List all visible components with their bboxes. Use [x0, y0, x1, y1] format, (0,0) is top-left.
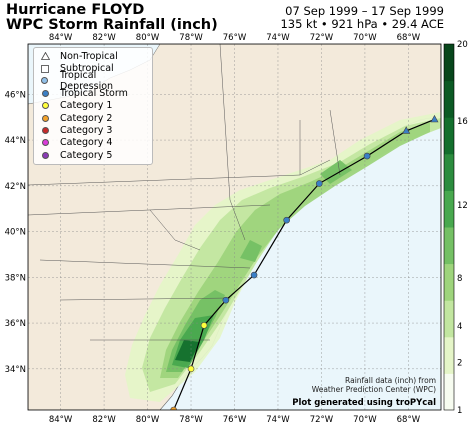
lat-tick: 46°N — [5, 90, 26, 100]
legend-label: Category 1 — [60, 100, 113, 112]
colorbar-tick: 12 — [457, 201, 468, 211]
circle-icon — [38, 101, 52, 111]
lon-tick-bottom: 68°W — [397, 415, 421, 425]
storm-info: 07 Sep 1999 – 17 Sep 1999 135 kt • 921 h… — [280, 5, 444, 31]
storm-stats: 135 kt • 921 hPa • 29.4 ACE — [280, 17, 444, 31]
track-point — [315, 180, 323, 187]
legend-item: Category 3 — [38, 124, 152, 136]
track-point — [170, 406, 177, 410]
triangle-icon — [38, 51, 52, 61]
colorbar-segment — [444, 44, 454, 82]
storm-track — [173, 118, 435, 410]
legend-label: Category 4 — [60, 137, 113, 149]
colorbar-tick: 8 — [457, 274, 462, 284]
credit-line-2: Weather Prediction Center (WPC) — [311, 385, 436, 394]
colorbar-segment — [444, 373, 454, 411]
colorbar-tick: 4 — [457, 322, 462, 332]
title-line-1: Hurricane FLOYD — [6, 2, 145, 18]
colorbar-segment — [444, 300, 454, 338]
lon-tick-top: 84°W — [49, 33, 73, 43]
legend-item: Category 2 — [38, 112, 152, 124]
lon-tick-top: 70°W — [353, 33, 377, 43]
circle-icon — [38, 150, 52, 160]
colorbar-frame — [443, 43, 455, 411]
lat-tick: 40°N — [5, 228, 26, 238]
lon-tick-bottom: 78°W — [179, 415, 203, 425]
colorbar-segment — [444, 227, 454, 265]
lat-tick: 42°N — [5, 182, 26, 192]
legend-item: Tropical Storm — [38, 87, 152, 99]
colorbar-segment — [444, 153, 454, 191]
colorbar-segment — [444, 80, 454, 118]
track-point — [250, 271, 258, 279]
lon-tick-bottom: 76°W — [223, 415, 247, 425]
lat-tick: 36°N — [5, 319, 26, 329]
legend-item: Non-Tropical — [38, 50, 152, 62]
legend: Non-Tropical Subtropical Tropical Depressi… — [33, 47, 153, 165]
track-point — [402, 126, 411, 134]
lon-tick-bottom: 84°W — [49, 415, 73, 425]
legend-label: Tropical Storm — [60, 87, 128, 99]
track-point — [187, 365, 195, 373]
state-borders — [28, 44, 341, 341]
colorbar-tick: 16 — [457, 117, 468, 127]
lon-tick-bottom: 80°W — [136, 415, 160, 425]
map-frame — [27, 43, 442, 411]
lon-tick-top: 80°W — [136, 33, 160, 43]
lon-tick-top: 78°W — [179, 33, 203, 43]
legend-label: Category 3 — [60, 125, 113, 137]
track-point — [430, 114, 439, 123]
lon-tick-top: 72°W — [310, 33, 334, 43]
track-point — [283, 216, 290, 224]
track-point — [200, 322, 208, 329]
credit-tool: Plot generated using troPYcal — [292, 398, 436, 408]
legend-label: Category 5 — [60, 149, 113, 161]
lat-tick: 38°N — [5, 273, 26, 283]
square-icon — [38, 64, 52, 74]
legend-label: Category 2 — [60, 112, 113, 124]
circle-icon — [38, 138, 52, 148]
date-range: 07 Sep 1999 – 17 Sep 1999 — [285, 4, 444, 18]
lon-tick-top: 76°W — [223, 33, 247, 43]
lon-tick-bottom: 72°W — [310, 415, 334, 425]
legend-item: Subtropical — [38, 62, 152, 74]
lat-tick: 34°N — [5, 365, 26, 375]
colorbar-tick: 1 — [457, 406, 462, 416]
legend-item: Category 1 — [38, 100, 152, 112]
track-point — [363, 152, 371, 160]
legend-label: Tropical Depression — [59, 69, 114, 92]
lon-tick-bottom: 70°W — [353, 415, 377, 425]
colorbar-segment — [444, 190, 454, 228]
lon-tick-bottom: 74°W — [266, 415, 290, 425]
circle-icon — [38, 113, 52, 123]
track-point — [222, 296, 230, 304]
lon-tick-top: 82°W — [92, 33, 116, 43]
legend-item: Category 4 — [38, 137, 152, 149]
legend-item: Tropical Depression — [38, 70, 152, 92]
credit-line-1: Rainfall data (inch) from — [345, 376, 436, 385]
colorbar-tick: 2 — [457, 358, 462, 368]
lon-tick-bottom: 82°W — [92, 415, 116, 425]
circle-icon — [38, 88, 52, 98]
chart-title: Hurricane FLOYD WPC Storm Rainfall (inch… — [6, 3, 218, 33]
colorbar-tick: 20 — [457, 40, 468, 50]
circle-icon — [38, 76, 52, 86]
circle-icon — [38, 126, 52, 136]
lon-tick-top: 68°W — [397, 33, 421, 43]
colorbar-segment — [444, 117, 454, 155]
legend-item: Category 5 — [38, 149, 152, 161]
colorbar-segment — [444, 336, 454, 374]
colorbar-segment — [444, 263, 454, 301]
legend-label: Subtropical — [60, 63, 114, 75]
title-line-2: WPC Storm Rainfall (inch) — [6, 17, 218, 33]
lon-tick-top: 74°W — [266, 33, 290, 43]
legend-label: Non-Tropical — [60, 50, 118, 62]
lat-tick: 44°N — [5, 136, 26, 146]
